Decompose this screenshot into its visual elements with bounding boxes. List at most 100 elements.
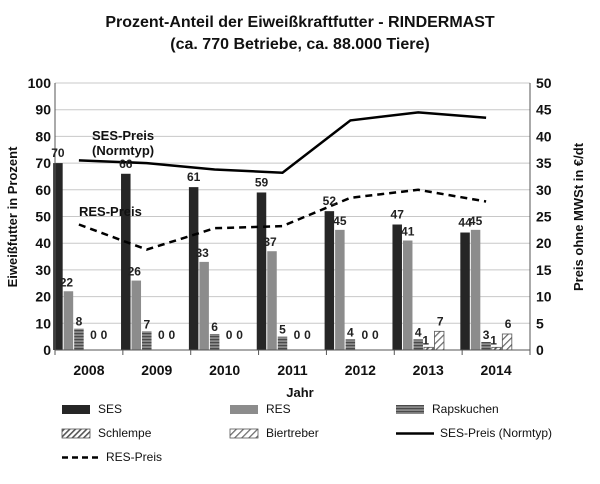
data-label-schlempe-2010: 0 [226, 328, 233, 342]
data-label-res-2010: 33 [195, 246, 209, 260]
x-tick-label: 2008 [73, 362, 104, 378]
data-label-ses-2014: 44 [458, 216, 472, 230]
legend-swatch-ses [62, 405, 90, 414]
x-tick-label: 2011 [277, 362, 308, 378]
data-label-biertreber-2011: 0 [304, 328, 311, 342]
data-label-biertreber-2010: 0 [236, 328, 243, 342]
y-axis-right-label: Preis ohne MWSt in €/dt [571, 142, 586, 291]
data-label-schlempe-2011: 0 [294, 328, 301, 342]
bar-rapskuchen-2008 [74, 328, 84, 350]
data-label-ses-2013: 47 [391, 208, 405, 222]
y-tick-label-left: 50 [35, 209, 51, 225]
y-tick-label-left: 80 [35, 128, 51, 144]
y-tick-label-right: 0 [536, 342, 544, 358]
bar-ses-2012 [324, 211, 335, 350]
y-tick-label-left: 10 [35, 315, 51, 331]
bar-res-2013 [402, 240, 413, 350]
data-label-res-2013: 41 [401, 225, 415, 239]
bar-res-2012 [335, 229, 345, 350]
legend-label-biertreber: Biertreber [266, 426, 319, 440]
bar-ses-2008 [53, 163, 63, 350]
y-tick-label-left: 100 [28, 75, 52, 91]
bar-rapskuchen-2012 [345, 339, 356, 350]
bar-ses-2010 [188, 187, 199, 350]
bar-rapskuchen-2011 [277, 336, 288, 350]
y-tick-label-left: 90 [35, 102, 51, 118]
bar-biertreber-2014 [501, 333, 513, 351]
x-tick-label: 2009 [141, 362, 172, 378]
data-label-biertreber-2013: 7 [437, 314, 444, 328]
data-label-rapskuchen-2009: 7 [143, 317, 150, 331]
data-label-res-2012: 45 [333, 214, 347, 228]
data-label-schlempe-2014: 1 [490, 333, 497, 347]
data-label-schlempe-2009: 0 [158, 328, 165, 342]
y-tick-label-right: 25 [536, 209, 552, 225]
legend-swatch-biertreber [229, 428, 259, 439]
line-res-preis [78, 188, 487, 251]
data-label-schlempe-2012: 0 [362, 328, 369, 342]
y-tick-label-right: 35 [536, 155, 552, 171]
data-label-biertreber-2014: 6 [505, 317, 512, 331]
bar-ses-2013 [392, 224, 402, 350]
bar-ses-2009 [121, 173, 131, 350]
x-tick-label: 2013 [413, 362, 444, 378]
data-label-ses-2011: 59 [255, 175, 269, 189]
data-label-rapskuchen-2012: 4 [347, 325, 354, 339]
x-tick-label: 2010 [209, 362, 240, 378]
data-label-schlempe-2013: 1 [422, 333, 429, 347]
data-label-rapskuchen-2010: 6 [211, 320, 218, 334]
annotation-ses-normtyp: (Normtyp) [92, 143, 154, 158]
legend-label-res: RES [266, 402, 291, 416]
bars [53, 163, 513, 351]
legend-label-ses: SES [98, 402, 122, 416]
legend-label-rapskuchen: Rapskuchen [432, 402, 499, 416]
data-label-res-2008: 22 [60, 275, 74, 289]
data-label-ses-2012: 52 [323, 194, 337, 208]
y-tick-label-left: 0 [43, 342, 51, 358]
bar-biertreber-2013 [434, 330, 445, 351]
bar-res-2010 [199, 261, 209, 350]
x-tick-label: 2012 [345, 362, 376, 378]
x-axis-ticks: 2008 2009 2010 2011 2012 2013 2014 [73, 362, 512, 378]
y-tick-label-left: 60 [35, 182, 51, 198]
y-tick-label-left: 70 [35, 155, 51, 171]
data-label-ses-2009: 66 [119, 157, 133, 171]
bar-rapskuchen-2009 [142, 331, 152, 350]
legend-swatch-rapskuchen [396, 405, 424, 414]
data-label-res-2009: 26 [128, 265, 142, 279]
data-label-biertreber-2009: 0 [168, 328, 175, 342]
y-tick-label-right: 10 [536, 289, 552, 305]
data-label-biertreber-2008: 0 [101, 328, 108, 342]
chart-title: Prozent-Anteil der Eiweißkraftfutter - R… [105, 14, 495, 31]
bar-ses-2011 [256, 192, 267, 350]
x-axis-label: Jahr [286, 385, 313, 400]
data-label-res-2011: 37 [263, 235, 277, 249]
legend-swatch-res [230, 405, 258, 414]
y-tick-label-left: 30 [35, 262, 51, 278]
data-label-rapskuchen-2011: 5 [279, 323, 286, 337]
axes [54, 83, 531, 355]
data-label-rapskuchen-2013: 4 [415, 325, 422, 339]
bar-rapskuchen-2014 [481, 341, 491, 350]
data-label-res-2014: 45 [469, 214, 483, 228]
legend-label-ses-preis-normtyp: SES-Preis (Normtyp) [440, 426, 552, 440]
line-ses-preis-normtyp- [78, 111, 487, 174]
y-axis-left-label: Eiweißfutter in Prozent [5, 146, 20, 288]
y-tick-label-right: 50 [536, 75, 552, 91]
y-tick-label-right: 20 [536, 235, 552, 251]
annotation-ses-preis: SES-Preis [92, 128, 154, 143]
data-label-schlempe-2008: 0 [90, 328, 97, 342]
data-label-ses-2008: 70 [51, 146, 65, 160]
y-tick-label-right: 40 [536, 128, 552, 144]
data-label-rapskuchen-2014: 3 [483, 328, 490, 342]
price-lines [78, 111, 487, 251]
data-label-rapskuchen-2008: 8 [76, 315, 83, 329]
legend-label-res-preis: RES-Preis [106, 450, 162, 464]
x-tick-label: 2014 [480, 362, 511, 378]
data-label-ses-2010: 61 [187, 170, 201, 184]
bar-res-2014 [470, 229, 481, 350]
legend-label-schlempe: Schlempe [98, 426, 152, 440]
